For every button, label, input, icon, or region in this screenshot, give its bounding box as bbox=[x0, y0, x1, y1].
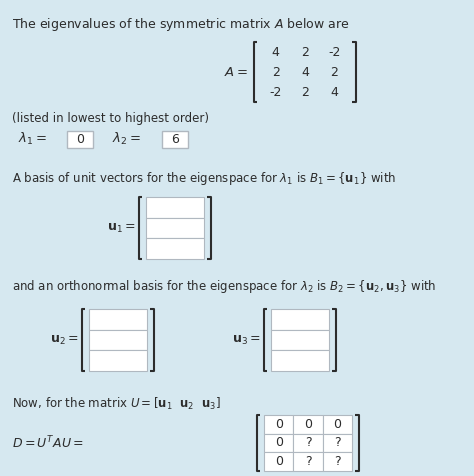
Bar bbox=[89, 350, 147, 371]
Bar bbox=[264, 415, 293, 434]
Bar bbox=[89, 330, 147, 350]
Text: Now, for the matrix $U = [\mathbf{u}_1 \ \ \mathbf{u}_2 \ \ \mathbf{u}_3]$: Now, for the matrix $U = [\mathbf{u}_1 \… bbox=[12, 396, 221, 412]
Text: 0: 0 bbox=[274, 436, 283, 449]
Bar bbox=[323, 452, 352, 471]
Text: $\mathbf{u}_1 =$: $\mathbf{u}_1 =$ bbox=[107, 221, 136, 235]
Text: $\lambda_1 =$: $\lambda_1 =$ bbox=[18, 131, 47, 147]
Bar bbox=[293, 452, 323, 471]
Bar bbox=[293, 415, 323, 434]
Text: $\mathbf{u}_2 =$: $\mathbf{u}_2 =$ bbox=[50, 334, 79, 347]
Text: 2: 2 bbox=[301, 86, 309, 99]
Bar bbox=[323, 415, 352, 434]
Bar bbox=[264, 434, 293, 452]
Text: 0: 0 bbox=[304, 418, 312, 431]
Bar bbox=[146, 197, 204, 218]
Text: 0: 0 bbox=[274, 418, 283, 431]
Text: ?: ? bbox=[334, 455, 341, 468]
Bar bbox=[271, 350, 329, 371]
Bar bbox=[162, 131, 188, 148]
Text: 4: 4 bbox=[301, 66, 309, 79]
Text: 0: 0 bbox=[274, 455, 283, 468]
Text: 0: 0 bbox=[333, 418, 341, 431]
Bar bbox=[146, 238, 204, 259]
Bar bbox=[89, 309, 147, 330]
Text: -2: -2 bbox=[270, 86, 282, 99]
Bar bbox=[271, 309, 329, 330]
Text: $\mathbf{u}_3 =$: $\mathbf{u}_3 =$ bbox=[232, 334, 261, 347]
Bar bbox=[323, 434, 352, 452]
Bar bbox=[271, 330, 329, 350]
Text: The eigenvalues of the symmetric matrix $\mathit{A}$ below are: The eigenvalues of the symmetric matrix … bbox=[12, 16, 349, 33]
Text: and an orthonormal basis for the eigenspace for $\lambda_2$ is $B_2 = \{\mathbf{: and an orthonormal basis for the eigensp… bbox=[12, 278, 437, 295]
Bar bbox=[293, 434, 323, 452]
Text: 6: 6 bbox=[171, 133, 179, 146]
Text: $A=$: $A=$ bbox=[224, 66, 248, 79]
Text: ?: ? bbox=[305, 436, 311, 449]
Text: 4: 4 bbox=[272, 46, 280, 59]
Text: 4: 4 bbox=[330, 86, 338, 99]
Text: 0: 0 bbox=[76, 133, 84, 146]
Text: $\lambda_2 =$: $\lambda_2 =$ bbox=[112, 131, 141, 147]
Text: A basis of unit vectors for the eigenspace for $\lambda_1$ is $B_1 = \{\mathbf{u: A basis of unit vectors for the eigenspa… bbox=[12, 170, 396, 187]
Text: -2: -2 bbox=[328, 46, 340, 59]
Text: (listed in lowest to highest order): (listed in lowest to highest order) bbox=[12, 112, 209, 125]
Bar bbox=[67, 131, 93, 148]
Text: ?: ? bbox=[334, 436, 341, 449]
Text: 2: 2 bbox=[272, 66, 280, 79]
Text: ?: ? bbox=[305, 455, 311, 468]
Text: $D = U^T AU =$: $D = U^T AU =$ bbox=[12, 435, 84, 451]
Bar bbox=[264, 452, 293, 471]
Text: 2: 2 bbox=[330, 66, 338, 79]
Text: 2: 2 bbox=[301, 46, 309, 59]
Bar bbox=[146, 218, 204, 238]
